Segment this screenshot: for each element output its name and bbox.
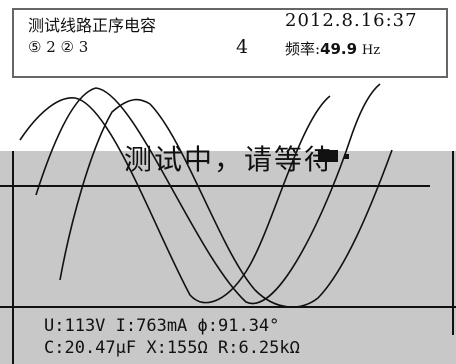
- voltage-trace: [35, 83, 381, 305]
- reference-trace: [59, 98, 393, 308]
- measurement-line-2: C:20.47μF X:155Ω R:6.25kΩ: [44, 338, 300, 358]
- render-artifact-dot: [344, 154, 349, 159]
- measurement-panel: [0, 312, 456, 364]
- lower-frame: [12, 151, 456, 364]
- frequency-unit: Hz: [361, 43, 381, 58]
- frequency-value: 49.9: [320, 40, 358, 58]
- status-message: 测试中，请等待: [124, 143, 335, 176]
- frequency-label: 频率:: [285, 40, 321, 58]
- waveform-border: [0, 151, 454, 335]
- channel-number: 4: [236, 36, 249, 58]
- timestamp: 2012.8.16:37: [285, 10, 418, 31]
- frequency-readout: 频率:49.9 Hz: [285, 38, 380, 59]
- current-trace: [19, 95, 331, 304]
- render-artifact: [318, 150, 338, 162]
- mode-indicators: ⑤ 2 ② 3: [28, 38, 89, 56]
- test-title: 测试线路正序电容: [28, 16, 157, 35]
- header-panel: [12, 8, 448, 78]
- measurement-line-1: U:113V I:763mA ϕ:91.34°: [44, 316, 280, 336]
